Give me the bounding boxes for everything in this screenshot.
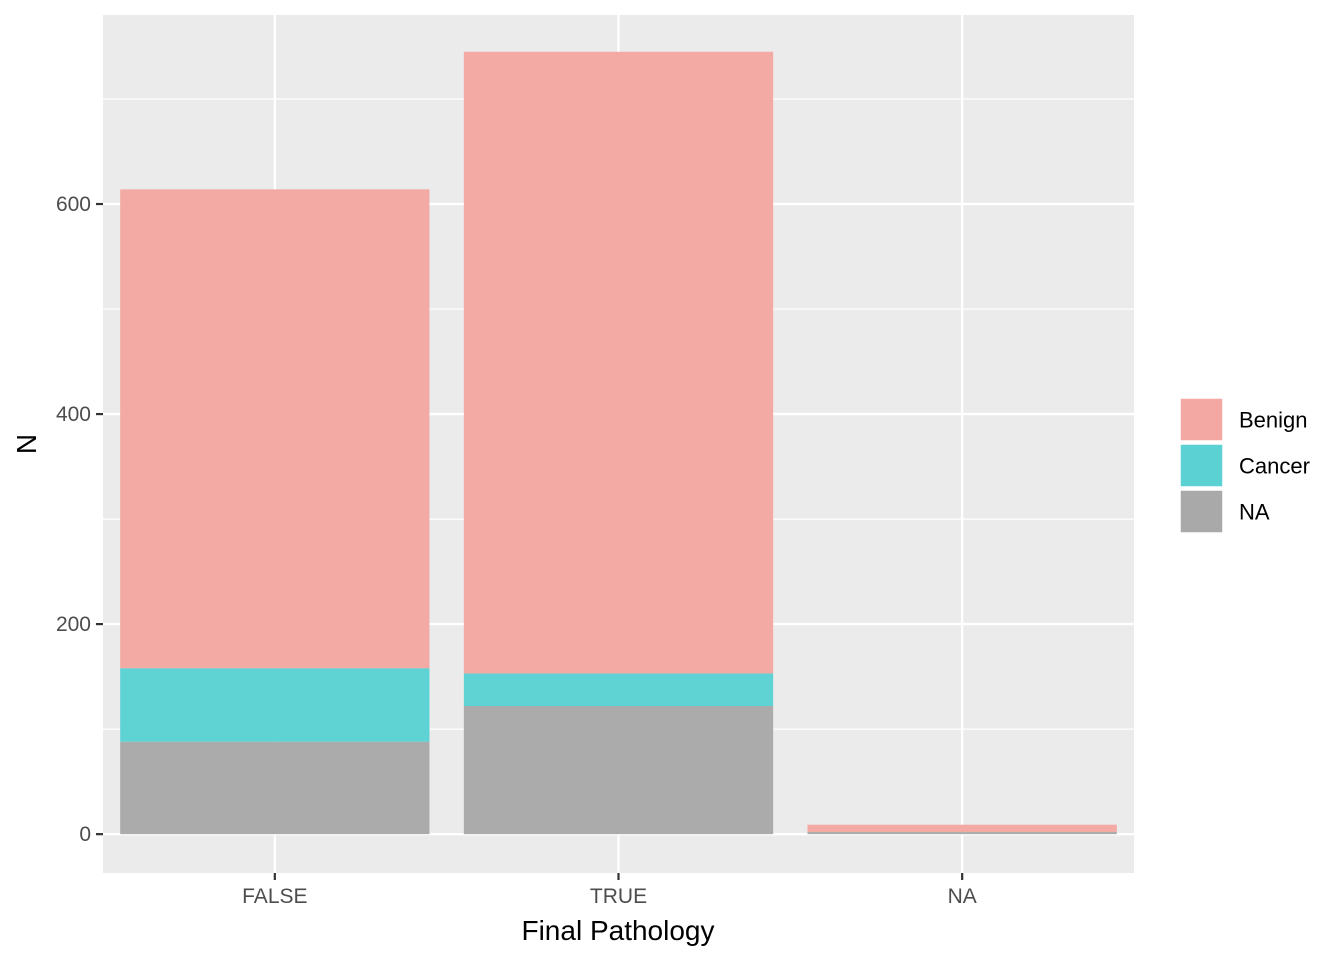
legend: Benign Cancer NA	[1179, 397, 1310, 534]
x-tick-label: TRUE	[590, 885, 647, 908]
legend-label: Cancer	[1239, 454, 1310, 479]
legend-key-cancer	[1179, 443, 1224, 488]
legend-key-na	[1179, 489, 1224, 534]
x-axis-title: Final Pathology	[521, 915, 714, 946]
bar-segment-benign	[120, 189, 430, 669]
legend-key-benign	[1179, 397, 1224, 442]
y-tick-label: 600	[56, 193, 91, 216]
bars	[120, 51, 1117, 835]
legend-label: Benign	[1239, 408, 1308, 433]
bar-segment-cancer	[120, 668, 430, 742]
bar-segment-benign	[807, 824, 1117, 833]
y-tick-label: 400	[56, 403, 91, 426]
x-tick-label: FALSE	[242, 885, 307, 908]
legend-label: NA	[1239, 500, 1270, 525]
y-axis-title: N	[11, 434, 42, 454]
y-tick-label: 200	[56, 613, 91, 636]
bar-segment-na	[463, 706, 774, 835]
y-tick-label: 0	[79, 823, 91, 846]
bar-segment-na	[807, 832, 1117, 835]
bar-segment-benign	[463, 51, 774, 674]
axes: 0 200 400 600 FALSE TRUE NA	[56, 193, 977, 908]
bar-segment-cancer	[463, 673, 774, 707]
x-tick-label: NA	[948, 885, 977, 908]
bar-segment-na	[120, 741, 430, 835]
